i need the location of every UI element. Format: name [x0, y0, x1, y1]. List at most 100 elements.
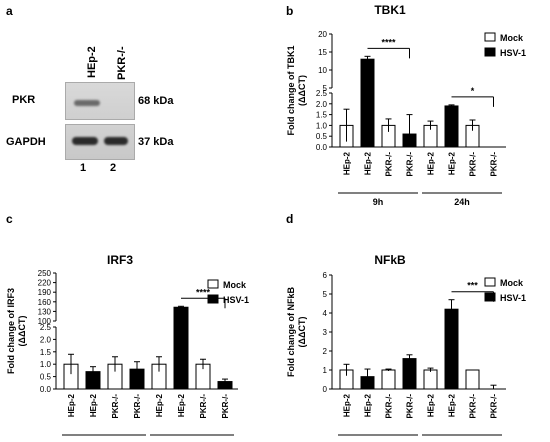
y-tick-label: 1 [323, 366, 328, 375]
pkr-band [74, 100, 100, 106]
x-tick-label: HEp-2 [67, 393, 76, 417]
x-tick-label: HEp-2 [364, 151, 373, 175]
y-axis-label: Fold change of IRF3 [6, 288, 16, 374]
y-tick-label: 2 [323, 347, 328, 356]
legend-label: HSV-1 [223, 295, 249, 305]
bar [402, 358, 417, 390]
lane-header-1: HEp-2 [86, 46, 98, 78]
group-label: 9h [373, 439, 384, 440]
group-label: 24h [454, 197, 470, 207]
x-tick-label: HEp-2 [343, 393, 352, 417]
x-tick-label: HEp-2 [427, 151, 436, 175]
x-tick-label: PKR-/- [406, 394, 415, 419]
bar [465, 369, 480, 390]
lane-number-2: 2 [110, 162, 117, 174]
y-axis-label: (ΔΔCT) [17, 316, 27, 347]
y-tick-label: 0.5 [40, 373, 52, 382]
x-tick-label: PKR-/- [133, 394, 142, 419]
significance-label: **** [196, 287, 211, 297]
blot-gapdh [65, 124, 135, 160]
x-tick-label: PKR-/- [490, 394, 499, 419]
y-axis-label: Fold change of NFkB [286, 286, 296, 377]
y-axis-label: (ΔΔCT) [297, 317, 307, 348]
legend-label: Mock [223, 280, 247, 290]
group-label: 9h [99, 439, 110, 440]
western-blot-panel: HEp-2 PKR-/- PKR 68 kDa GAPDH 37 kDa 1 2 [0, 0, 270, 205]
x-tick-label: HEp-2 [448, 393, 457, 417]
blot-pkr [65, 82, 135, 120]
y-tick-label: 160 [38, 298, 52, 307]
legend-swatch [484, 47, 496, 57]
x-tick-label: PKR-/- [469, 394, 478, 419]
blot-protein-pkr: PKR [12, 94, 36, 106]
y-tick-label: 5 [323, 84, 328, 93]
y-tick-label: 0 [323, 385, 328, 394]
y-tick-label: 0.0 [316, 143, 328, 152]
blot-size-gapdh: 37 kDa [138, 136, 174, 148]
x-tick-label: PKR-/- [490, 152, 499, 177]
blot-protein-gapdh: GAPDH [6, 136, 46, 148]
blot-size-pkr: 68 kDa [138, 95, 174, 107]
y-tick-label: 15 [318, 48, 327, 57]
y-tick-label: 2.5 [40, 323, 52, 332]
y-axis-label: Fold change of TBK1 [286, 46, 296, 136]
y-tick-label: 190 [38, 288, 52, 297]
legend-swatch [484, 292, 496, 302]
y-tick-label: 1.5 [316, 111, 328, 120]
x-tick-label: HEp-2 [448, 151, 457, 175]
y-tick-label: 100 [38, 317, 52, 326]
legend-label: Mock [500, 278, 524, 288]
x-tick-label: HEp-2 [364, 393, 373, 417]
x-tick-label: HEp-2 [427, 393, 436, 417]
group-label: 24h [454, 439, 470, 440]
legend-swatch [484, 277, 496, 287]
bar [444, 308, 459, 390]
y-tick-label: 10 [318, 66, 327, 75]
x-tick-label: PKR-/- [385, 394, 394, 419]
chart-title: IRF3 [107, 253, 133, 267]
y-tick-label: 1.5 [40, 348, 52, 357]
legend-label: HSV-1 [500, 48, 526, 58]
x-tick-label: HEp-2 [155, 393, 164, 417]
significance-label: * [471, 86, 475, 96]
significance-label: **** [381, 37, 396, 47]
x-tick-label: PKR-/- [111, 394, 120, 419]
y-tick-label: 130 [38, 307, 52, 316]
x-tick-label: PKR-/- [221, 394, 230, 419]
x-tick-label: PKR-/- [406, 152, 415, 177]
panel-letter-d: d [286, 212, 294, 226]
y-tick-label: 4 [323, 309, 328, 318]
bar [444, 105, 459, 148]
bar [423, 369, 438, 390]
bar [173, 306, 189, 390]
panel-letter-c: c [6, 212, 13, 226]
y-tick-label: 0.0 [40, 385, 52, 394]
chart-tbk1: 0.0 0.5 1.01.5 2.0 2.55 10 15 20 TBK1 Fold change… [286, 3, 526, 207]
legend-swatch [484, 32, 496, 42]
group-label: 9h [373, 197, 384, 207]
y-tick-label: 2.0 [316, 100, 328, 109]
legend-label: HSV-1 [500, 293, 526, 303]
x-tick-label: PKR-/- [385, 152, 394, 177]
y-tick-label: 2.0 [40, 335, 52, 344]
significance-label: *** [467, 281, 478, 291]
legend-swatch [207, 294, 219, 304]
bar [360, 58, 375, 148]
bar [381, 369, 396, 390]
chart-title: NFkB [374, 253, 406, 267]
y-tick-label: 220 [38, 279, 52, 288]
gapdh-band-1 [72, 137, 98, 145]
y-tick-label: 5 [323, 290, 328, 299]
panel-letter-a: a [6, 4, 13, 18]
lane-header-2: PKR-/- [116, 46, 128, 80]
gapdh-band-2 [104, 137, 128, 145]
x-tick-label: PKR-/- [469, 152, 478, 177]
y-tick-label: 1.0 [40, 360, 52, 369]
chart-nfkb: 0 1 2 3 4 5 6 NFkB Fold change of NFkB (ΔΔCT) HEp-… [286, 253, 526, 440]
panel-letter-b: b [286, 4, 294, 18]
y-tick-label: 6 [323, 271, 328, 280]
x-tick-label: HEp-2 [343, 151, 352, 175]
chart-title: TBK1 [374, 3, 406, 17]
group-label: 24h [184, 439, 200, 440]
